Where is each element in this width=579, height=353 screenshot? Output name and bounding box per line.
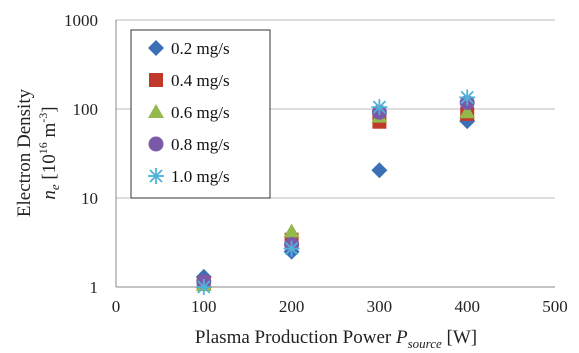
legend-marker xyxy=(148,136,164,152)
legend: 0.2 mg/s 0.4 mg/s 0.6 mg/s 0.8 mg/s 1.0 mg/s xyxy=(130,29,271,199)
data-point-series-3 xyxy=(459,104,476,119)
legend-label: 0.2 mg/s xyxy=(171,39,230,58)
x-tick-label: 0 xyxy=(112,297,121,316)
legend-label: 0.6 mg/s xyxy=(171,103,230,122)
data-point-series-5 xyxy=(195,279,212,295)
y-tick-label: 10 xyxy=(81,189,98,208)
legend-marker xyxy=(149,73,163,87)
x-tick-label: 500 xyxy=(542,297,568,316)
y-axis-title-line2: ne [1016 m-3] xyxy=(36,106,62,199)
x-tick-label: 100 xyxy=(191,297,217,316)
x-tick-label: 300 xyxy=(367,297,393,316)
y-axis-title: Electron Density ne [1016 m-3] xyxy=(14,88,62,217)
legend-marker xyxy=(148,168,164,184)
x-tick-label: 400 xyxy=(454,297,480,316)
legend-label: 1.0 mg/s xyxy=(171,167,230,186)
legend-marker xyxy=(148,40,164,56)
legend-label: 0.8 mg/s xyxy=(171,135,230,154)
legend-marker xyxy=(148,104,164,118)
data-point-series-3 xyxy=(283,223,300,238)
x-axis-title: Plasma Production Power Psource [W] xyxy=(195,327,477,351)
data-point-series-5 xyxy=(283,240,300,257)
x-tick-label: 200 xyxy=(279,297,305,316)
y-tick-label: 1 xyxy=(90,278,99,297)
y-axis-title-line1: Electron Density xyxy=(14,88,35,217)
data-point-series-5 xyxy=(459,89,476,106)
data-point-series-5 xyxy=(371,99,388,116)
y-tick-labels: 1 10 100 1000 xyxy=(64,11,98,297)
y-tick-label: 100 xyxy=(73,100,99,119)
legend-label: 0.4 mg/s xyxy=(171,71,230,90)
x-tick-labels: 0 100 200 300 400 500 xyxy=(112,297,568,316)
data-points xyxy=(195,89,476,295)
y-tick-label: 1000 xyxy=(64,11,98,30)
data-point-series-1 xyxy=(371,162,388,179)
